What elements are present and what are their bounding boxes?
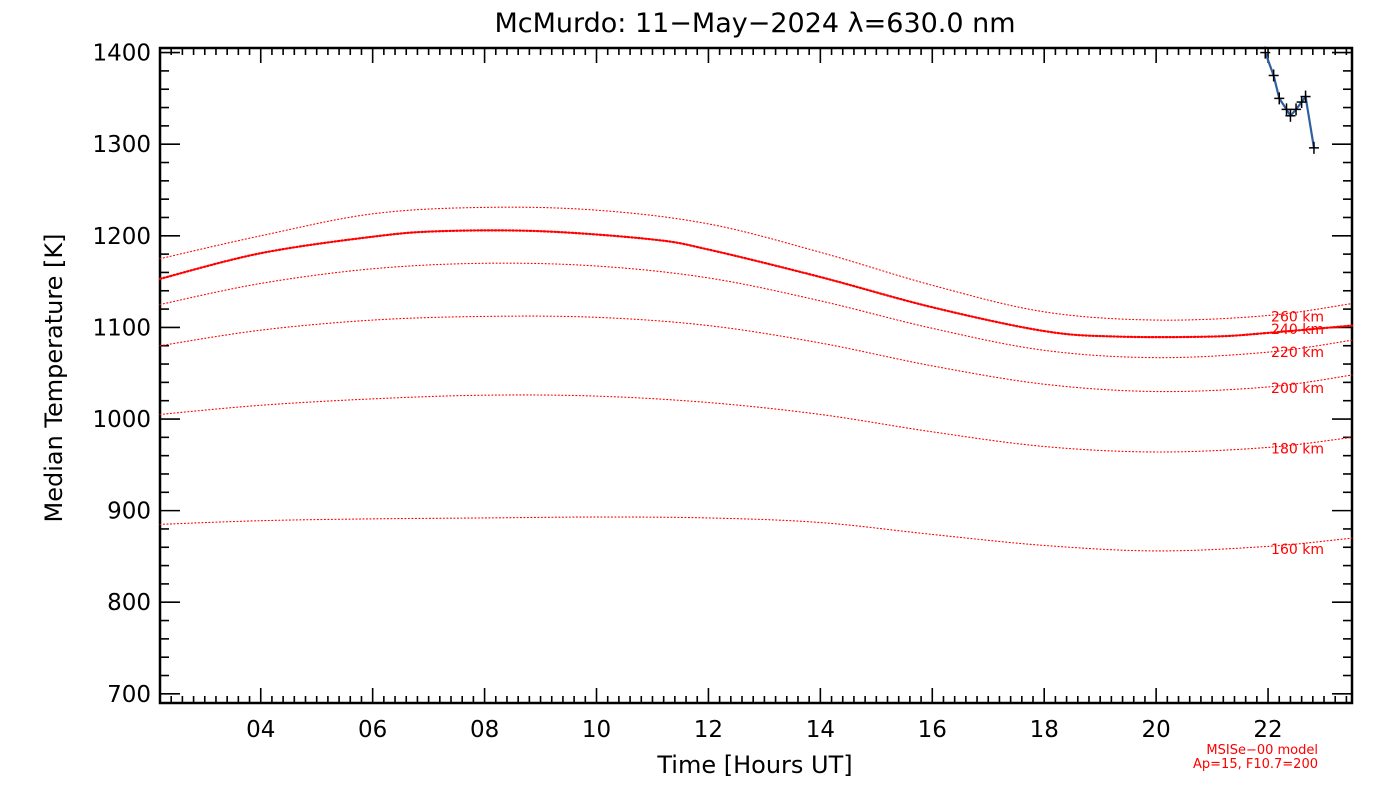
measured-point (1274, 92, 1285, 105)
x-tick-label: 16 (918, 717, 947, 743)
x-tick-label: 10 (582, 717, 611, 743)
plot-area-border (158, 46, 1354, 705)
y-tick-label: 1000 (92, 407, 151, 433)
x-tick-label: 06 (358, 717, 387, 743)
model-annotation: MSISe−00 model (1206, 743, 1318, 758)
measured-point (1285, 109, 1296, 122)
model-label-240-km: 240 km (1271, 322, 1324, 338)
y-axis-label: Median Temperature [K] (40, 233, 68, 522)
y-tick-label: 1100 (92, 315, 151, 341)
x-tick-label: 14 (806, 717, 835, 743)
x-tick-label: 04 (246, 717, 275, 743)
measured-point (1281, 103, 1292, 116)
model-curve-220-km (159, 262, 1353, 359)
measured-point (1260, 46, 1271, 59)
model-curve-200-km (159, 315, 1353, 393)
model-label-200-km: 200 km (1271, 381, 1324, 397)
model-curve-260-km (159, 206, 1353, 321)
model-curve-160-km (159, 516, 1353, 552)
model-label-220-km: 220 km (1271, 345, 1324, 361)
measured-point (1291, 103, 1302, 116)
x-tick-label: 12 (694, 717, 723, 743)
measured-temperature-line (1264, 52, 1316, 149)
x-tick-label: 20 (1141, 717, 1170, 743)
x-tick-label: 18 (1030, 717, 1059, 743)
y-tick-label: 1400 (92, 41, 151, 67)
x-tick-label: 22 (1253, 717, 1282, 743)
y-tick-label: 1200 (92, 224, 151, 250)
y-tick-label: 900 (107, 499, 151, 525)
model-curve-180-km (159, 394, 1353, 453)
measured-point (1300, 90, 1311, 103)
y-tick-label: 800 (107, 590, 151, 616)
parameters-annotation: Ap=15, F10.7=200 (1193, 757, 1318, 772)
model-label-160-km: 160 km (1271, 542, 1324, 558)
y-tick-label: 1300 (92, 132, 151, 158)
model-label-260-km: 260 km (1271, 309, 1324, 325)
x-tick-label: 08 (470, 717, 499, 743)
chart-title: McMurdo: 11−May−2024 λ=630.0 nm (494, 8, 1015, 39)
measured-point (1268, 69, 1279, 82)
measured-point (1308, 141, 1319, 154)
model-curve-240-km (158, 229, 1354, 339)
y-tick-label: 700 (107, 682, 151, 708)
x-axis-label: Time [Hours UT] (656, 751, 852, 779)
model-label-180-km: 180 km (1271, 441, 1324, 457)
